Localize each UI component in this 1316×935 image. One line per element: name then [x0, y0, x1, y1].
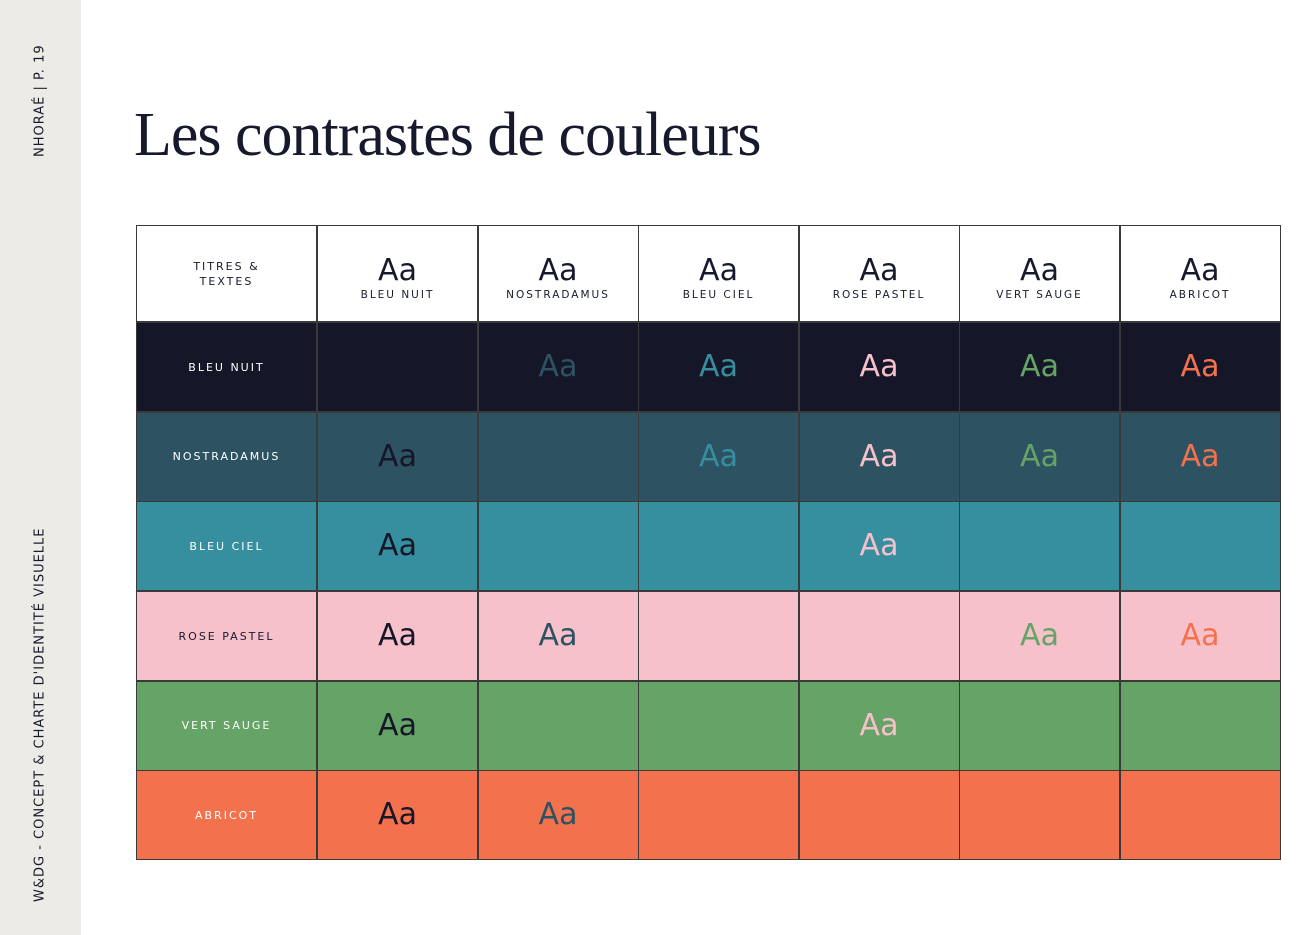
- row-label: ABRICOT: [194, 808, 259, 822]
- sample-text: Aa: [859, 438, 899, 474]
- contrast-cell: [638, 501, 799, 592]
- sample-text: Aa: [1020, 618, 1059, 654]
- sample-text: Aa: [699, 253, 738, 288]
- contrast-cell: Aa: [959, 591, 1120, 682]
- contrast-cell: Aa: [317, 770, 478, 861]
- sample-text: Aa: [859, 253, 899, 288]
- contrast-cell: [477, 411, 639, 502]
- doc-ref: W&DG - CONCEPT & CHARTE D'IDENTITÉ VISUE…: [32, 527, 48, 903]
- title: Les contrastes de couleurs: [134, 101, 761, 169]
- row-label: BLEU CIEL: [189, 539, 264, 553]
- contrast-cell: [638, 770, 799, 861]
- sample-text: Aa: [378, 797, 417, 833]
- contrast-cell: Aa: [1119, 591, 1281, 682]
- sample-text: Aa: [1180, 349, 1220, 385]
- sample-text: Aa: [538, 349, 578, 385]
- column-name: NOSTRADAMUS: [506, 289, 610, 301]
- sample-text: Aa: [378, 438, 417, 474]
- contrast-cell: Aa: [798, 680, 960, 771]
- contrast-cell: [638, 680, 799, 771]
- contrast-cell: [959, 770, 1120, 861]
- contrast-cell: Aa: [1119, 411, 1281, 502]
- page-ref: NHORAÉ | P. 19: [32, 44, 48, 157]
- sample-text: Aa: [1020, 349, 1059, 385]
- contrast-cell: [1119, 770, 1281, 861]
- row-header: BLEU NUIT: [136, 322, 317, 413]
- contrast-cell: [798, 591, 960, 682]
- contrast-cell: Aa: [638, 322, 799, 413]
- row-label: VERT SAUGE: [181, 719, 272, 733]
- contrast-cell: [798, 770, 960, 861]
- column-name: VERT SAUGE: [996, 289, 1083, 301]
- sample-text: Aa: [378, 707, 417, 743]
- column-header: Aa ROSE PASTEL: [798, 225, 960, 322]
- row-header: BLEU CIEL: [136, 501, 317, 592]
- row-label: ROSE PASTEL: [178, 629, 275, 643]
- corner-label: TEXTES: [199, 274, 254, 288]
- sample-text: Aa: [378, 618, 417, 654]
- contrast-cell: [477, 501, 639, 592]
- column-name: ABRICOT: [1169, 289, 1231, 301]
- column-header: Aa NOSTRADAMUS: [477, 225, 639, 322]
- contrast-cell: [638, 591, 799, 682]
- contrast-cell: [477, 680, 639, 771]
- contrast-cell: Aa: [477, 770, 639, 861]
- contrast-cell: Aa: [477, 591, 639, 682]
- column-name: BLEU NUIT: [360, 289, 435, 301]
- sample-text: Aa: [1180, 438, 1220, 474]
- column-header: Aa ABRICOT: [1119, 225, 1281, 322]
- contrast-cell: [1119, 680, 1281, 771]
- sidebar: NHORAÉ | P. 19 W&DG - CONCEPT & CHARTE D…: [0, 0, 81, 935]
- contrast-cell: Aa: [317, 591, 478, 682]
- contrast-cell: Aa: [798, 411, 960, 502]
- contrast-cell: Aa: [1119, 322, 1281, 413]
- sample-text: Aa: [699, 349, 738, 385]
- column-header: Aa BLEU CIEL: [638, 225, 799, 322]
- contrast-cell: [959, 501, 1120, 592]
- contrast-cell: [1119, 501, 1281, 592]
- sample-text: Aa: [538, 618, 578, 654]
- sample-text: Aa: [859, 349, 899, 385]
- contrast-cell: Aa: [638, 411, 799, 502]
- sample-text: Aa: [538, 797, 578, 833]
- sample-text: Aa: [378, 528, 417, 564]
- sample-text: Aa: [699, 438, 738, 474]
- row-header: NOSTRADAMUS: [136, 411, 317, 502]
- contrast-cell: Aa: [798, 322, 960, 413]
- contrast-cell: [959, 680, 1120, 771]
- row-label: NOSTRADAMUS: [172, 450, 281, 464]
- column-name: ROSE PASTEL: [832, 289, 926, 301]
- sample-text: Aa: [538, 253, 578, 288]
- contrast-cell: Aa: [798, 501, 960, 592]
- column-name: BLEU CIEL: [682, 289, 755, 301]
- contrast-cell: Aa: [959, 322, 1120, 413]
- row-label: BLEU NUIT: [188, 360, 265, 374]
- contrast-cell: Aa: [317, 411, 478, 502]
- contrast-cell: Aa: [317, 501, 478, 592]
- contrast-cell: [317, 322, 478, 413]
- sample-text: Aa: [1180, 618, 1220, 654]
- contrast-cell: Aa: [959, 411, 1120, 502]
- row-header: ABRICOT: [136, 770, 317, 861]
- row-header: VERT SAUGE: [136, 680, 317, 771]
- sample-text: Aa: [1180, 253, 1220, 288]
- column-header: Aa VERT SAUGE: [959, 225, 1120, 322]
- contrast-cell: Aa: [477, 322, 639, 413]
- contrast-cell: Aa: [317, 680, 478, 771]
- sample-text: Aa: [1020, 253, 1059, 288]
- row-header: ROSE PASTEL: [136, 591, 317, 682]
- corner-label: TITRES &: [193, 259, 260, 273]
- column-header: Aa BLEU NUIT: [317, 225, 478, 322]
- sample-text: Aa: [378, 253, 417, 288]
- contrast-table: TITRES & TEXTES Aa BLEU NUIT Aa NOSTRADAMUS Aa…: [136, 225, 1281, 861]
- corner-cell: TITRES & TEXTES: [136, 225, 317, 322]
- sample-text: Aa: [859, 707, 899, 743]
- sample-text: Aa: [1020, 438, 1059, 474]
- sample-text: Aa: [859, 528, 899, 564]
